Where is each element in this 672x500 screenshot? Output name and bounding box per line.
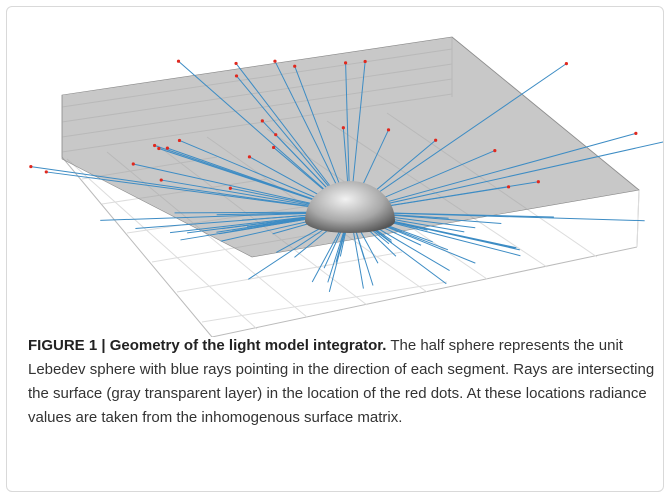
- figure-frame: FIGURE 1 | Geometry of the light model i…: [6, 6, 664, 492]
- intersection-dot: [177, 138, 182, 143]
- intersection-dot: [176, 59, 181, 63]
- intersection-dot: [634, 131, 638, 135]
- intersection-dot: [44, 170, 48, 174]
- intersection-dot: [363, 59, 367, 64]
- intersection-dot: [273, 59, 277, 63]
- ray: [349, 141, 663, 213]
- intersection-dot: [260, 119, 264, 123]
- dots: [29, 59, 638, 190]
- caption-text: The half sphere represents the unit Lebe…: [28, 337, 655, 426]
- intersection-dot: [493, 148, 497, 153]
- ray: [178, 60, 351, 213]
- intersection-dot: [247, 155, 252, 159]
- intersection-dot: [234, 74, 239, 78]
- caption: FIGURE 1 | Geometry of the light model i…: [28, 334, 658, 430]
- intersection-dot: [153, 143, 157, 148]
- intersection-dot: [274, 133, 278, 137]
- surface-layer: [61, 36, 640, 258]
- ray: [46, 171, 351, 213]
- ray: [349, 132, 636, 213]
- intersection-dot: [29, 164, 33, 169]
- ray: [349, 63, 567, 213]
- ray: [30, 166, 351, 213]
- intersection-dot: [341, 126, 345, 130]
- intersection-dot: [165, 146, 169, 150]
- intersection-dot: [228, 186, 232, 190]
- intersection-dot: [159, 178, 163, 182]
- intersection-dot: [234, 61, 238, 66]
- intersection-dot: [536, 180, 540, 184]
- caption-label: FIGURE 1 | Geometry of the light model i…: [28, 337, 387, 354]
- half-sphere: [305, 181, 395, 233]
- intersection-dot: [131, 162, 135, 166]
- intersection-dot: [386, 128, 391, 132]
- intersection-dot: [343, 61, 348, 65]
- figure-scene: [29, 36, 663, 337]
- intersection-dot: [434, 138, 438, 142]
- intersection-dot: [564, 62, 568, 66]
- intersection-dot: [157, 146, 161, 151]
- intersection-dot: [293, 64, 297, 68]
- intersection-dot: [506, 185, 511, 189]
- ray: [349, 211, 645, 222]
- intersection-dot: [272, 145, 276, 150]
